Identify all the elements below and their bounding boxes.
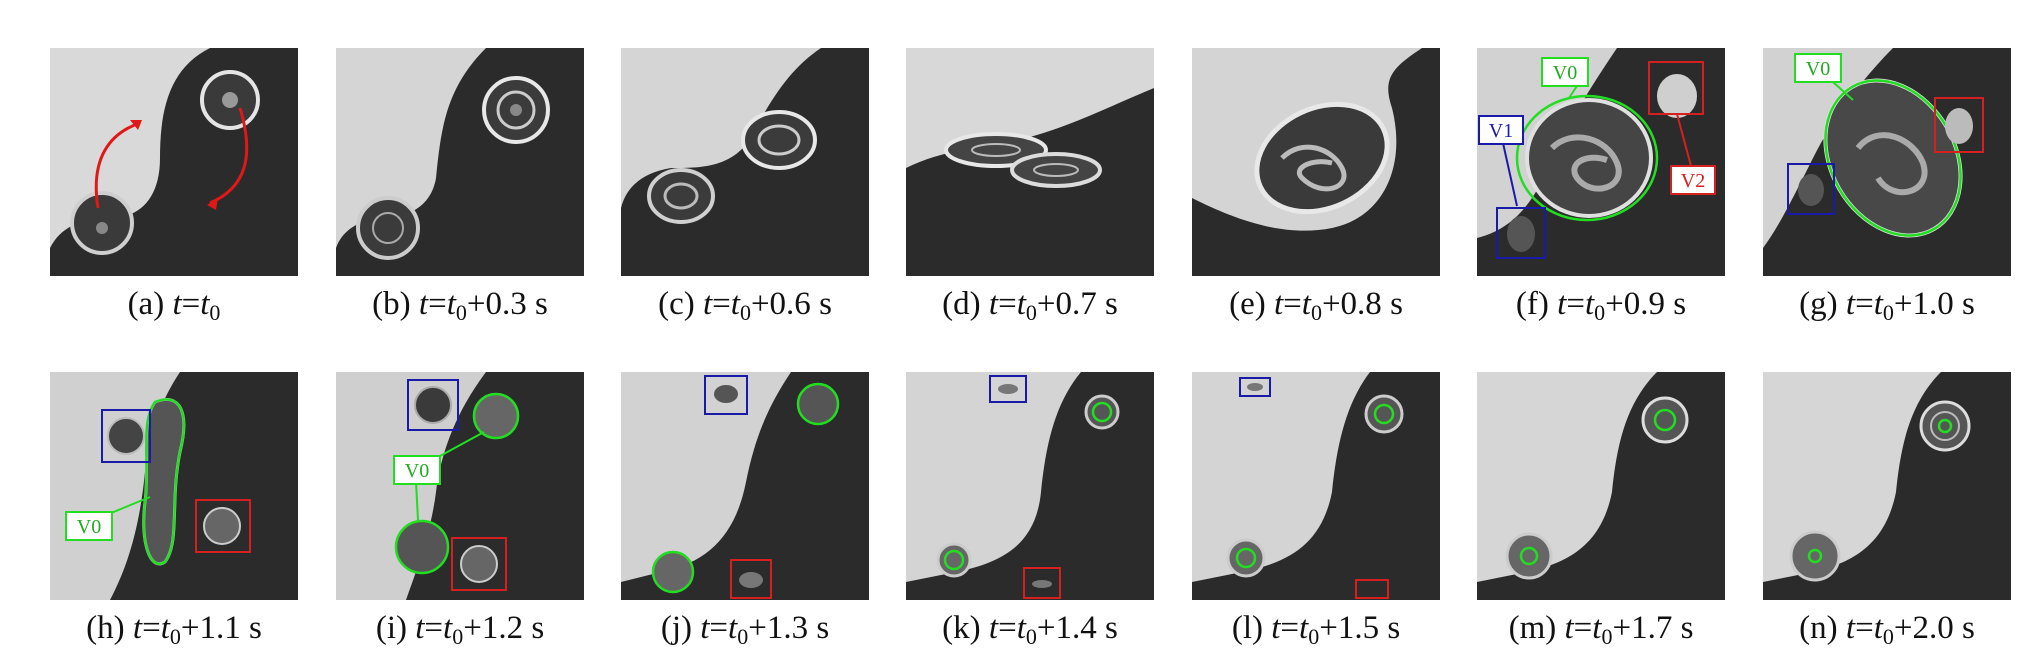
caption-n: (n) t=t0+2.0 s [1799, 610, 1975, 649]
caption-j: (j) t=t0+1.3 s [660, 610, 830, 649]
photo-g: V0 [1763, 48, 2011, 276]
photo-e [1192, 48, 1440, 276]
photo-d [906, 48, 1154, 276]
photo-m [1477, 372, 1725, 600]
label-f-v0: V0 [1553, 62, 1577, 84]
photo-i: V0 [336, 372, 584, 600]
photo-k [906, 372, 1154, 600]
label-f-v2: V2 [1681, 170, 1705, 192]
caption-i: (i) t=t0+1.2 s [375, 610, 545, 649]
caption-c: (c) t=t0+0.6 s [658, 286, 832, 325]
label-h-v0: V0 [77, 516, 101, 538]
caption-a: (a) t=t0 [127, 286, 221, 325]
photo-h: V0 [50, 372, 298, 600]
caption-m: (m) t=t0+1.7 s [1508, 610, 1694, 649]
caption-l: (l) t=t0+1.5 s [1231, 610, 1401, 649]
caption-k: (k) t=t0+1.4 s [942, 610, 1118, 649]
photo-j [621, 372, 869, 600]
caption-h: (h) t=t0+1.1 s [86, 610, 262, 649]
caption-b: (b) t=t0+0.3 s [372, 286, 548, 325]
photo-n [1763, 372, 2011, 600]
photo-c [621, 48, 869, 276]
caption-f: (f) t=t0+0.9 s [1515, 286, 1687, 325]
label-g-v0: V0 [1806, 58, 1830, 80]
label-i-v0: V0 [405, 460, 429, 482]
photo-a [50, 48, 298, 276]
caption-g: (g) t=t0+1.0 s [1799, 286, 1975, 325]
caption-d: (d) t=t0+0.7 s [942, 286, 1118, 325]
caption-e: (e) t=t0+0.8 s [1229, 286, 1403, 325]
photo-b [336, 48, 584, 276]
label-f-v1: V1 [1489, 120, 1513, 142]
photo-l [1192, 372, 1440, 600]
photo-f: V0 V1 V2 [1477, 48, 1725, 276]
